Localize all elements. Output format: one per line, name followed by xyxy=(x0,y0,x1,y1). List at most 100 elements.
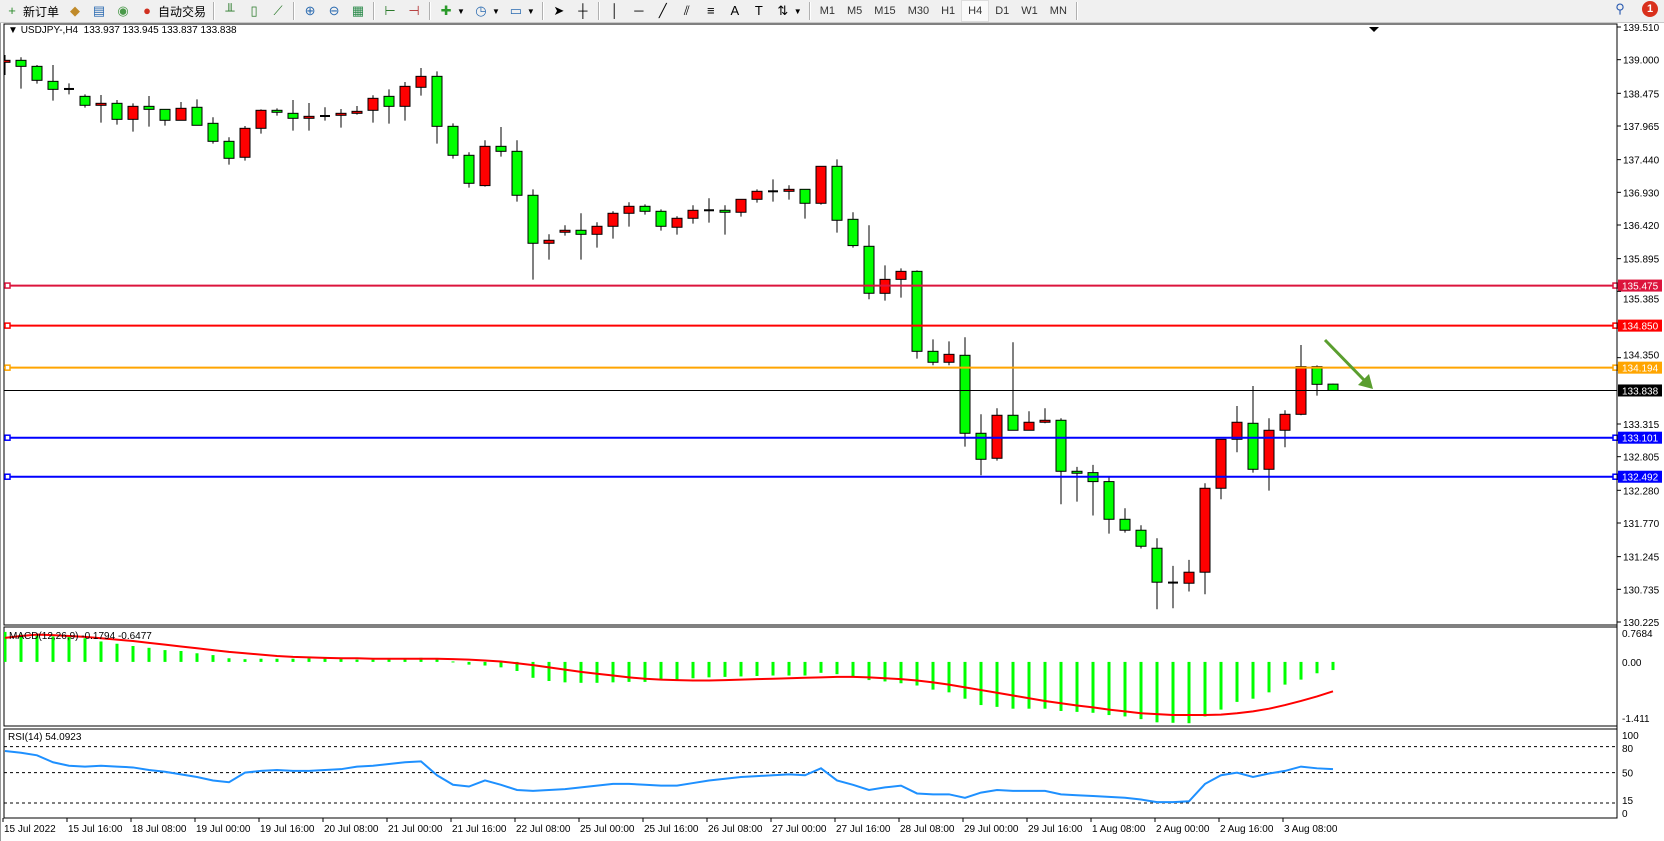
line-chart-button[interactable]: ⟋ xyxy=(266,1,290,21)
macd-histogram-bar xyxy=(787,661,791,676)
time-axis-label: 19 Jul 16:00 xyxy=(260,824,315,835)
crosshair-icon: ┼ xyxy=(578,3,588,18)
bar-chart-button[interactable]: ╨ xyxy=(218,1,242,21)
macd-histogram-bar xyxy=(1043,661,1047,709)
fibonacci-button[interactable]: ≡ xyxy=(699,1,723,21)
horizontal-level-line[interactable]: 134.850 xyxy=(4,319,1662,333)
indicators-button[interactable]: ✚ ▼ xyxy=(434,1,469,21)
auto-scroll-button[interactable]: ⊣ xyxy=(402,1,426,21)
candle xyxy=(31,65,43,84)
macd-histogram-bar xyxy=(1219,661,1223,710)
text-button[interactable]: A xyxy=(723,1,747,21)
data-window-button[interactable]: ▤ xyxy=(87,1,111,21)
collapse-triangle-icon[interactable]: ▼ xyxy=(8,25,21,36)
equidistant-channel-button[interactable]: ⫽ xyxy=(675,1,699,21)
candlestick-button[interactable]: ▯ xyxy=(242,1,266,21)
new-order-button[interactable]: + 新订单 xyxy=(0,1,63,21)
horizontal-level-line[interactable]: 132.492 xyxy=(4,470,1662,484)
timeframe-d1[interactable]: D1 xyxy=(995,5,1010,17)
timeframe-m30[interactable]: M30 xyxy=(907,5,930,17)
macd-histogram-bar xyxy=(275,658,279,662)
timeframe-h1[interactable]: H1 xyxy=(941,5,956,17)
price-tag-background xyxy=(1618,361,1662,374)
chart-shift-marker-icon[interactable] xyxy=(1369,27,1379,32)
horizontal-level-line[interactable]: 133.101 xyxy=(4,431,1662,445)
timeframe-w1[interactable]: W1 xyxy=(1021,5,1038,17)
data-window-icon: ▤ xyxy=(92,3,106,18)
macd-histogram-bar xyxy=(595,661,599,683)
candle-body xyxy=(575,229,587,235)
horizontal-level-line[interactable]: 134.194 xyxy=(4,361,1662,375)
macd-histogram-bar xyxy=(1139,661,1143,720)
timeframe-m5[interactable]: M5 xyxy=(847,5,863,17)
level-handle-left[interactable] xyxy=(4,322,11,329)
cursor-button[interactable]: ➤ xyxy=(547,1,571,21)
level-handle-left[interactable] xyxy=(4,364,11,371)
price-axis-label: 131.770 xyxy=(1623,519,1660,530)
tile-windows-button[interactable]: ▦ xyxy=(346,1,370,21)
zoom-in-icon: ⊕ xyxy=(304,3,316,18)
candle-body xyxy=(4,59,11,63)
price-axis-label: 132.805 xyxy=(1623,453,1660,464)
macd-histogram-bar xyxy=(403,658,407,662)
macd-panel[interactable] xyxy=(3,626,1618,727)
candle xyxy=(1247,385,1259,473)
chart-shift-button[interactable]: ⊢ xyxy=(378,1,402,21)
timeframe-m1[interactable]: M1 xyxy=(819,5,835,17)
timeframe-mn[interactable]: MN xyxy=(1049,5,1067,17)
candle xyxy=(959,337,971,447)
candle-body xyxy=(943,353,955,363)
notification-badge[interactable]: 1 xyxy=(1642,1,1658,17)
zoom-in-button[interactable]: ⊕ xyxy=(298,1,322,21)
toolbar-divider xyxy=(597,2,600,20)
price-tag-background xyxy=(1618,431,1662,444)
candle xyxy=(447,123,459,159)
price-tag-background xyxy=(1618,279,1662,292)
candle xyxy=(207,117,219,144)
timeframe-h4[interactable]: H4 xyxy=(961,0,990,22)
candle xyxy=(704,198,714,223)
time-axis-label: 2 Aug 16:00 xyxy=(1220,824,1274,835)
horizontal-line-button[interactable]: ─ xyxy=(627,1,651,21)
macd-histogram-bar xyxy=(1075,661,1079,712)
level-handle-left[interactable] xyxy=(4,473,11,480)
search-icon[interactable]: ⚲ xyxy=(1615,1,1625,16)
macd-histogram-bar xyxy=(1299,661,1303,680)
candle-body xyxy=(687,209,699,219)
macd-histogram-bar xyxy=(883,661,887,682)
trendline-button[interactable]: ╱ xyxy=(651,1,675,21)
periods-button[interactable]: ◷ ▼ xyxy=(469,1,504,21)
time-axis-label: 15 Jul 16:00 xyxy=(68,824,123,835)
candle xyxy=(303,103,315,131)
main-price-panel[interactable] xyxy=(3,23,1618,626)
vertical-line-button[interactable]: │ xyxy=(603,1,627,21)
bar-chart-icon: ╨ xyxy=(225,3,235,18)
crosshair-button[interactable]: ┼ xyxy=(571,1,595,21)
horizontal-level-line[interactable]: 135.475 xyxy=(4,279,1662,293)
level-handle-left[interactable] xyxy=(4,434,11,441)
auto-trading-button[interactable]: ● 自动交易 xyxy=(135,1,210,21)
candle xyxy=(623,202,635,227)
candle-body xyxy=(719,209,731,213)
templates-button[interactable]: ▭ ▼ xyxy=(504,1,539,21)
candle xyxy=(495,126,507,157)
new-order-icon: + xyxy=(8,3,16,18)
timeframe-m15[interactable]: M15 xyxy=(874,5,896,17)
rsi-axis-label: 50 xyxy=(1622,769,1634,780)
candle xyxy=(159,108,171,126)
toolbar-divider xyxy=(293,2,296,20)
time-axis-label: 28 Jul 08:00 xyxy=(900,824,955,835)
price-axis-label: 139.510 xyxy=(1623,23,1660,34)
candle-body xyxy=(911,270,923,352)
signals-button[interactable]: ◉ xyxy=(111,1,135,21)
candle xyxy=(47,65,59,101)
zoom-out-button[interactable]: ⊖ xyxy=(322,1,346,21)
level-handle-left[interactable] xyxy=(4,282,11,289)
market-watch-button[interactable]: ◆ xyxy=(63,1,87,21)
macd-histogram-bar xyxy=(691,661,695,679)
arrows-button[interactable]: ⇅ ▼ xyxy=(771,1,806,21)
time-axis-label: 25 Jul 16:00 xyxy=(644,824,699,835)
text-label-button[interactable]: T xyxy=(747,1,771,21)
candle-body xyxy=(463,154,475,184)
